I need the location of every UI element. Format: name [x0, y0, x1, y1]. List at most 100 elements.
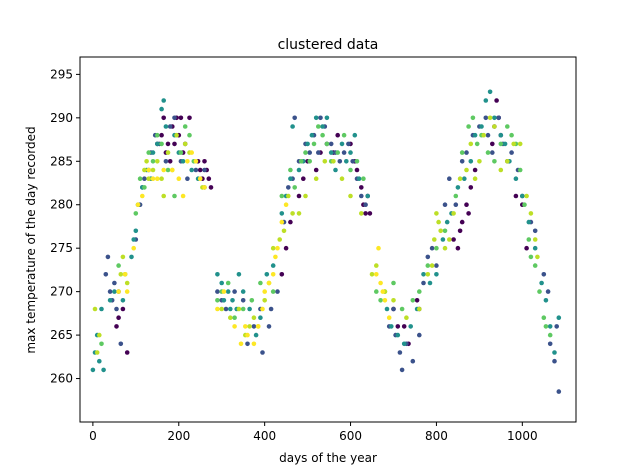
data-point-cluster-4-45 [391, 298, 396, 303]
data-point-cluster-5-20 [232, 324, 237, 329]
data-point-cluster-0-9 [167, 159, 173, 164]
data-point-cluster-5-21 [238, 341, 244, 347]
data-point-cluster-2-41 [279, 211, 285, 216]
data-point-cluster-2-89 [547, 324, 553, 329]
data-point-cluster-1-83 [532, 228, 538, 234]
data-point-cluster-0-43 [367, 211, 373, 216]
y-tick-label: 275 [50, 241, 73, 255]
data-point-cluster-4-72 [535, 254, 540, 260]
data-point-cluster-3-33 [324, 141, 330, 147]
data-point-cluster-0-66 [524, 245, 529, 251]
data-point-cluster-5-31 [275, 245, 280, 251]
data-point-cluster-3-41 [378, 298, 383, 303]
data-point-cluster-4-0 [92, 306, 98, 312]
data-point-cluster-2-53 [333, 167, 338, 173]
data-point-cluster-5-28 [266, 280, 272, 286]
data-point-cluster-0-53 [459, 219, 465, 225]
data-point-cluster-4-30 [277, 237, 283, 242]
data-point-cluster-1-27 [240, 298, 246, 303]
data-point-cluster-0-8 [165, 141, 171, 147]
data-point-cluster-0-6 [161, 115, 166, 121]
data-point-cluster-4-70 [528, 211, 534, 216]
data-point-cluster-2-11 [133, 228, 139, 234]
data-point-cluster-2-27 [215, 272, 220, 277]
data-point-cluster-3-16 [215, 298, 220, 303]
data-point-cluster-3-64 [526, 237, 532, 242]
data-point-cluster-3-26 [292, 185, 298, 190]
data-point-cluster-3-13 [182, 124, 188, 129]
data-point-cluster-3-59 [505, 124, 510, 129]
data-point-cluster-3-54 [474, 141, 480, 147]
data-point-cluster-0-31 [313, 167, 319, 173]
data-point-cluster-2-56 [348, 150, 353, 155]
data-point-cluster-4-54 [442, 245, 448, 251]
data-point-cluster-3-43 [391, 280, 396, 286]
y-axis: 260 265 270 275 280 285 290 295 [50, 67, 80, 386]
data-point-cluster-1-85 [545, 289, 551, 294]
data-point-cluster-4-32 [286, 193, 291, 199]
data-point-cluster-2-37 [253, 332, 259, 338]
data-point-cluster-2-54 [339, 141, 345, 147]
data-point-cluster-1-64 [425, 254, 431, 260]
data-point-cluster-1-87 [552, 358, 557, 364]
data-point-cluster-5-16 [197, 176, 203, 181]
data-point-cluster-4-21 [228, 315, 233, 321]
data-point-cluster-5-23 [245, 332, 250, 338]
y-tick-label: 290 [50, 111, 73, 125]
data-point-cluster-1-17 [167, 124, 173, 129]
x-tick-label: 200 [167, 429, 190, 443]
y-axis-label: max temperature of the day recorded [24, 126, 38, 353]
data-point-cluster-1-68 [447, 176, 452, 181]
points-layer [90, 89, 562, 394]
data-point-cluster-5-24 [251, 341, 257, 347]
data-point-cluster-4-58 [464, 167, 469, 173]
x-tick-label: 1000 [507, 429, 538, 443]
data-point-cluster-1-7 [118, 341, 124, 347]
data-point-cluster-3-63 [522, 202, 527, 207]
data-point-cluster-4-48 [425, 272, 431, 277]
data-point-cluster-2-30 [225, 289, 231, 294]
data-point-cluster-4-1 [94, 350, 100, 355]
data-point-cluster-2-49 [313, 115, 319, 121]
data-point-cluster-1-63 [421, 280, 426, 286]
x-axis: 0 200 400 600 800 1000 [89, 422, 538, 443]
data-point-cluster-2-35 [240, 289, 246, 294]
data-point-cluster-5-1 [122, 272, 128, 277]
data-point-cluster-5-4 [135, 202, 141, 207]
data-point-cluster-0-23 [206, 176, 212, 181]
data-point-cluster-4-50 [432, 237, 437, 242]
data-point-cluster-2-68 [434, 272, 439, 277]
data-point-cluster-1-61 [410, 358, 416, 364]
data-point-cluster-4-63 [487, 115, 493, 121]
data-point-cluster-2-67 [427, 280, 433, 286]
data-point-cluster-2-79 [492, 115, 497, 121]
data-point-cluster-3-65 [528, 254, 534, 260]
data-point-cluster-2-90 [552, 350, 557, 355]
data-point-cluster-2-28 [219, 280, 224, 286]
data-point-cluster-2-58 [356, 176, 362, 181]
data-point-cluster-4-55 [447, 237, 452, 242]
data-point-cluster-5-8 [155, 176, 160, 181]
data-point-cluster-4-13 [161, 193, 166, 199]
data-point-cluster-0-50 [451, 237, 456, 242]
data-point-cluster-2-72 [455, 185, 461, 190]
data-point-cluster-3-6 [146, 150, 151, 155]
data-point-cluster-5-9 [161, 167, 166, 173]
data-point-cluster-1-34 [275, 289, 280, 294]
data-point-cluster-3-60 [509, 132, 514, 138]
x-tick-label: 400 [253, 429, 276, 443]
data-point-cluster-2-74 [468, 159, 474, 164]
data-point-cluster-1-38 [292, 115, 298, 121]
plot-frame [79, 56, 577, 423]
data-point-cluster-4-38 [331, 159, 336, 164]
data-point-cluster-3-27 [298, 159, 304, 164]
data-point-cluster-0-24 [208, 185, 214, 190]
data-point-cluster-1-86 [547, 341, 553, 347]
data-point-cluster-3-68 [541, 315, 547, 321]
data-point-cluster-5-39 [386, 315, 392, 321]
data-point-cluster-3-44 [399, 306, 405, 312]
data-point-cluster-2-62 [395, 332, 401, 338]
data-point-cluster-3-30 [311, 141, 317, 147]
